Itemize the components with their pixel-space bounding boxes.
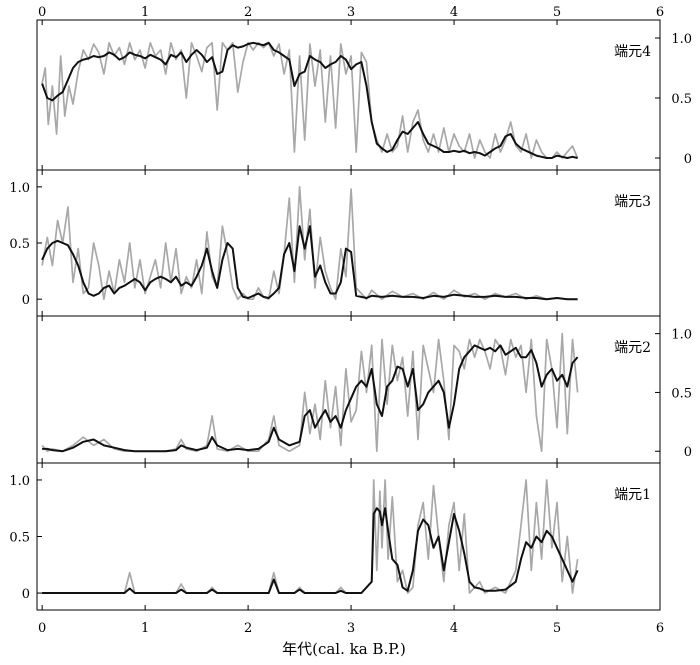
x-tick-label-bottom: 0 xyxy=(38,621,46,636)
x-tick-label-bottom: 3 xyxy=(347,621,355,636)
raw-series-line xyxy=(41,41,579,159)
y-tick-label: 0 xyxy=(22,587,30,602)
smoothed-series-line xyxy=(42,344,579,453)
x-tick-label-bottom: 4 xyxy=(450,621,458,636)
panels-group: 0 0 1 1 2 2 3 3 4 4 5 5 6 6 0 0.5 1.0 端元4 0 0.5 1.0 端元3 0 0.5 1.… xyxy=(9,5,692,636)
y-tick-label: 0 xyxy=(22,293,30,308)
x-tick-label-top: 6 xyxy=(656,5,664,20)
raw-series-line xyxy=(41,332,579,453)
y-tick-label: 1.0 xyxy=(9,181,30,196)
y-tick-label: 0.5 xyxy=(671,92,692,107)
y-tick-label: 0.5 xyxy=(9,237,30,252)
y-tick-label: 0 xyxy=(684,152,692,167)
smoothed-series-line xyxy=(41,41,578,159)
x-tick-label-top: 3 xyxy=(347,5,355,20)
x-axis-label: 年代(cal. ka B.P.) xyxy=(282,640,406,658)
x-tick-label-top: 5 xyxy=(553,5,561,20)
x-tick-label-bottom: 6 xyxy=(656,621,664,636)
x-tick-label-bottom: 5 xyxy=(553,621,561,636)
y-tick-label: 0.5 xyxy=(9,531,30,546)
x-tick-label-top: 4 xyxy=(450,5,458,20)
x-tick-label-bottom: 2 xyxy=(244,621,252,636)
raw-series-line xyxy=(41,185,578,301)
y-tick-label: 0.5 xyxy=(671,386,692,401)
panel-4: 0 0.5 1.0 端元1 xyxy=(9,462,661,611)
smoothed-series-line xyxy=(42,507,579,594)
smoothed-series-line xyxy=(41,225,578,301)
y-tick-label: 1.0 xyxy=(671,32,692,47)
panel-label: 端元4 xyxy=(614,44,651,60)
panel-1: 0 0.5 1.0 端元4 xyxy=(36,19,692,171)
y-tick-label: 0 xyxy=(684,445,692,460)
x-tick-label-bottom: 1 xyxy=(141,621,149,636)
panel-3: 0 0.5 1.0 端元2 xyxy=(36,315,692,464)
raw-series-line xyxy=(42,479,579,594)
y-tick-label: 1.0 xyxy=(671,328,692,343)
panel-2: 0 0.5 1.0 端元3 xyxy=(9,169,661,317)
y-tick-label: 1.0 xyxy=(9,474,30,489)
x-tick-label-top: 1 xyxy=(141,5,149,20)
panel-label: 端元3 xyxy=(614,194,651,210)
x-tick-label-top: 0 xyxy=(38,5,46,20)
panel-label: 端元2 xyxy=(614,340,651,356)
panel-label: 端元1 xyxy=(614,487,651,503)
x-tick-label-top: 2 xyxy=(244,5,252,20)
